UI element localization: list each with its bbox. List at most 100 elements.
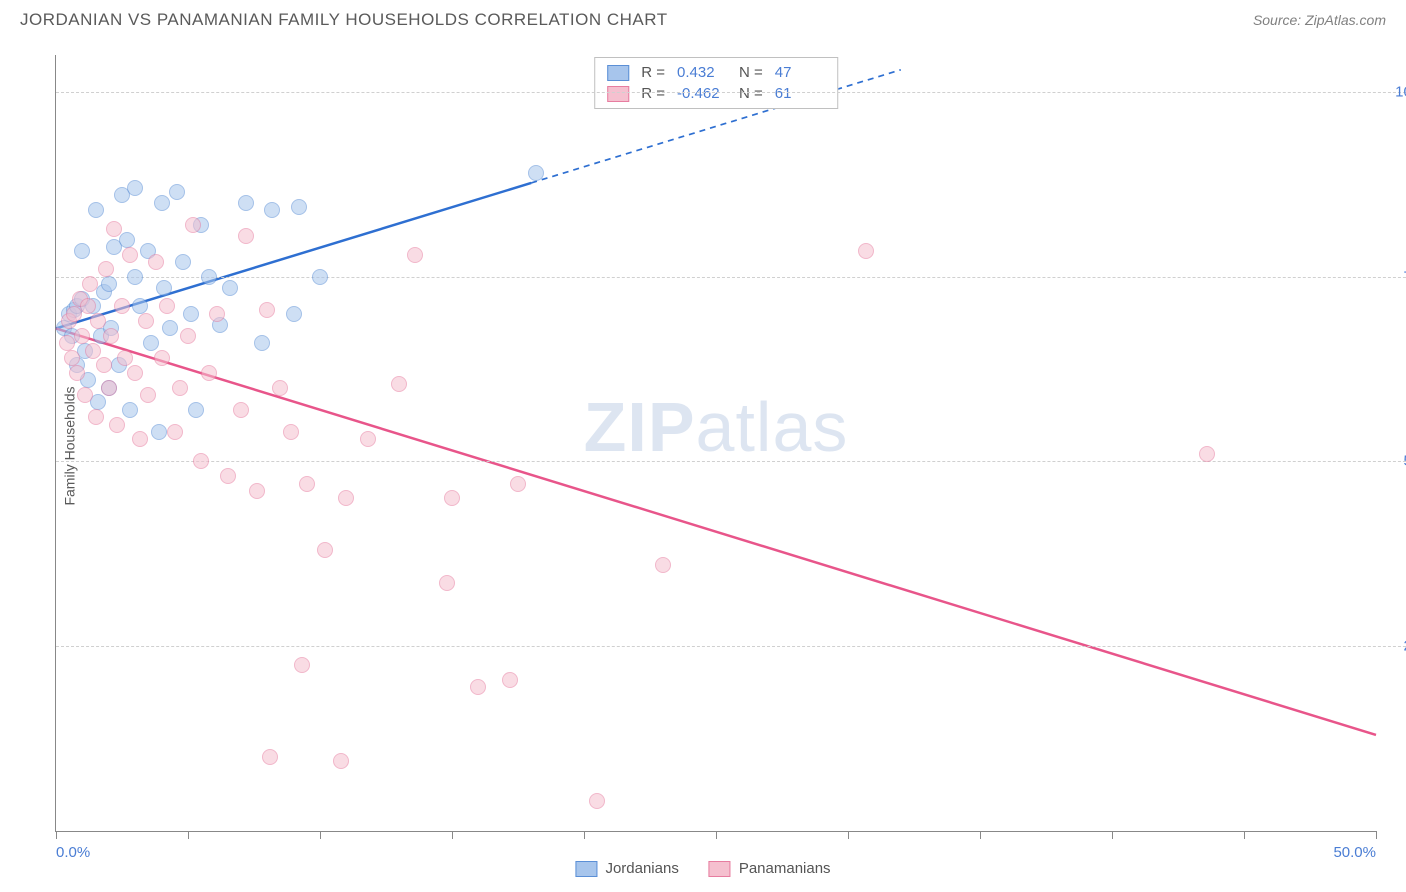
legend-series-item: Panamanians <box>709 860 831 877</box>
gridline <box>56 646 1406 647</box>
y-tick-label: 100.0% <box>1386 83 1406 100</box>
legend-swatch <box>607 65 629 81</box>
data-point <box>106 221 122 237</box>
data-point <box>444 490 460 506</box>
data-point <box>291 199 307 215</box>
data-point <box>286 306 302 322</box>
data-point <box>185 217 201 233</box>
data-point <box>233 402 249 418</box>
data-point <box>154 350 170 366</box>
data-point <box>470 679 486 695</box>
data-point <box>360 431 376 447</box>
legend-n-value: 61 <box>775 85 825 102</box>
data-point <box>88 409 104 425</box>
legend-series-item: Jordanians <box>575 860 678 877</box>
data-point <box>127 269 143 285</box>
legend-swatch <box>607 86 629 102</box>
data-point <box>101 380 117 396</box>
data-point <box>109 417 125 433</box>
data-point <box>391 376 407 392</box>
legend-correlation-row: R =-0.462N =61 <box>607 83 825 104</box>
data-point <box>127 365 143 381</box>
x-tick <box>716 831 717 839</box>
data-point <box>299 476 315 492</box>
x-tick <box>320 831 321 839</box>
data-point <box>502 672 518 688</box>
x-tick <box>56 831 57 839</box>
x-tick <box>1376 831 1377 839</box>
y-tick-label: 75.0% <box>1386 268 1406 285</box>
data-point <box>249 483 265 499</box>
data-point <box>167 424 183 440</box>
data-point <box>238 228 254 244</box>
data-point <box>294 657 310 673</box>
data-point <box>122 247 138 263</box>
data-point <box>127 180 143 196</box>
data-point <box>85 343 101 359</box>
data-point <box>175 254 191 270</box>
data-point <box>148 254 164 270</box>
x-tick <box>188 831 189 839</box>
data-point <box>172 380 188 396</box>
y-tick-label: 25.0% <box>1386 638 1406 655</box>
data-point <box>312 269 328 285</box>
data-point <box>114 298 130 314</box>
x-tick-label: 50.0% <box>1333 844 1376 861</box>
data-point <box>98 261 114 277</box>
data-point <box>528 165 544 181</box>
data-point <box>222 280 238 296</box>
data-point <box>1199 446 1215 462</box>
data-point <box>138 313 154 329</box>
x-tick <box>452 831 453 839</box>
legend-n-label: N = <box>739 85 763 102</box>
data-point <box>64 350 80 366</box>
chart-container: ZIPatlas R =0.432N =47R =-0.462N =61 25.… <box>55 55 1376 832</box>
data-point <box>88 202 104 218</box>
legend-swatch <box>575 861 597 877</box>
data-point <box>162 320 178 336</box>
data-point <box>103 328 119 344</box>
data-point <box>151 424 167 440</box>
chart-source: Source: ZipAtlas.com <box>1253 12 1386 28</box>
y-tick-label: 50.0% <box>1386 453 1406 470</box>
data-point <box>439 575 455 591</box>
data-point <box>82 276 98 292</box>
data-point <box>220 468 236 484</box>
data-point <box>59 335 75 351</box>
data-point <box>169 184 185 200</box>
data-point <box>238 195 254 211</box>
data-point <box>77 387 93 403</box>
data-point <box>132 431 148 447</box>
data-point <box>101 276 117 292</box>
data-point <box>272 380 288 396</box>
data-point <box>510 476 526 492</box>
legend-series: Jordanians Panamanians <box>575 860 830 877</box>
x-tick <box>1244 831 1245 839</box>
data-point <box>159 298 175 314</box>
data-point <box>183 306 199 322</box>
data-point <box>254 335 270 351</box>
chart-title: JORDANIAN VS PANAMANIAN FAMILY HOUSEHOLD… <box>20 10 668 30</box>
data-point <box>122 402 138 418</box>
data-point <box>140 387 156 403</box>
x-tick <box>848 831 849 839</box>
data-point <box>132 298 148 314</box>
data-point <box>156 280 172 296</box>
legend-n-value: 47 <box>775 64 825 81</box>
x-tick <box>584 831 585 839</box>
data-point <box>209 306 225 322</box>
data-point <box>201 365 217 381</box>
data-point <box>858 243 874 259</box>
legend-swatch <box>709 861 731 877</box>
data-point <box>188 402 204 418</box>
x-tick-label: 0.0% <box>56 844 90 861</box>
legend-correlation: R =0.432N =47R =-0.462N =61 <box>594 57 838 109</box>
data-point <box>69 365 85 381</box>
data-point <box>96 357 112 373</box>
gridline <box>56 92 1406 93</box>
data-point <box>338 490 354 506</box>
data-point <box>283 424 299 440</box>
legend-correlation-row: R =0.432N =47 <box>607 62 825 83</box>
x-tick <box>980 831 981 839</box>
legend-r-label: R = <box>641 85 665 102</box>
